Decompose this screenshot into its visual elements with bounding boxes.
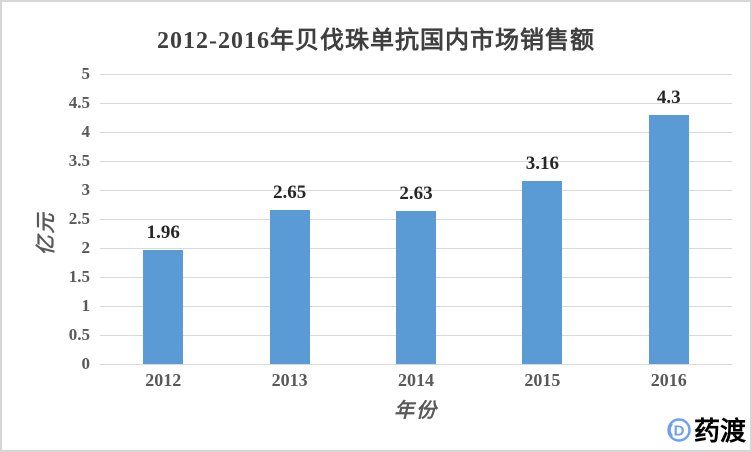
bar-value-label: 2.65 (272, 182, 307, 204)
y-axis-tick-label: 5 (81, 64, 91, 83)
bar-2013 (269, 210, 310, 364)
watermark: D 药渡 (664, 411, 746, 448)
y-axis-tick-label: 0 (81, 354, 91, 373)
bar-2016 (648, 114, 689, 364)
gridline (100, 190, 732, 191)
gridline (100, 103, 732, 104)
gridline (100, 364, 732, 365)
y-axis-tick-label: 2.5 (68, 209, 90, 228)
gridline (100, 132, 732, 133)
x-axis-tick-label: 2014 (398, 370, 434, 390)
bar-value-label: 3.16 (525, 152, 560, 174)
x-axis-tick-label: 2012 (145, 370, 182, 390)
x-axis-tick-label: 2013 (271, 370, 308, 390)
x-axis-tick-label: 2015 (524, 370, 561, 390)
bar-value-label: 1.96 (146, 222, 180, 244)
y-axis-tick-label: 2 (81, 238, 91, 257)
chart-title: 2012-2016年贝伐珠单抗国内市场销售额 (157, 28, 595, 54)
gridline (100, 74, 732, 75)
y-axis-tick-label: 0.5 (68, 325, 90, 344)
watermark-text: 药渡 (693, 416, 746, 446)
x-axis-title: 年份 (394, 400, 438, 422)
bar-value-label: 4.3 (656, 86, 681, 108)
svg-text:D: D (674, 422, 685, 439)
y-axis-tick-label: 4 (81, 122, 91, 141)
bar-value-label: 2.63 (399, 183, 433, 205)
bar-2012 (143, 250, 184, 364)
gridline (100, 161, 732, 162)
y-axis-tick-label: 1 (81, 296, 91, 315)
bar-2014 (396, 211, 436, 364)
pharmacodia-logo-icon: D (667, 417, 691, 442)
y-axis-tick-label: 3 (81, 180, 91, 199)
bar-2015 (522, 180, 563, 364)
y-axis-tick-label: 4.5 (68, 93, 90, 112)
y-axis-tick-label: 3.5 (68, 151, 90, 170)
x-axis-tick-label: 2016 (650, 370, 687, 390)
y-axis-tick-label: 1.5 (68, 267, 90, 286)
